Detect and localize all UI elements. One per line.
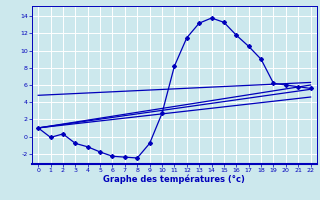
- X-axis label: Graphe des températures (°c): Graphe des températures (°c): [103, 175, 245, 184]
